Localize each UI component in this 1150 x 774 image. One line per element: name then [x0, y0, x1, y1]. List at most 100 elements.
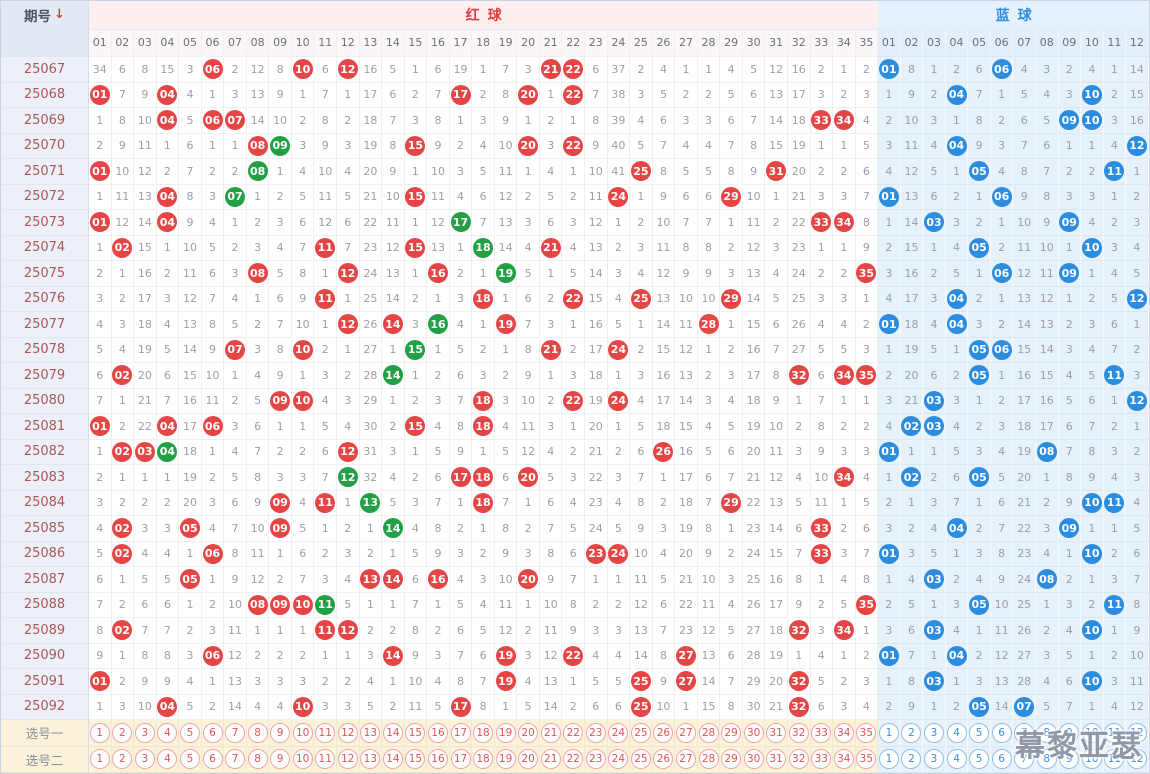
selection-ball-red[interactable]: 2	[112, 722, 133, 743]
selection-ball-red[interactable]: 6	[202, 722, 223, 743]
selection-ball-red[interactable]: 33	[811, 749, 832, 770]
selection-ball-red[interactable]: 15	[405, 749, 426, 770]
selection-ball-red[interactable]: 18	[473, 722, 494, 743]
selection-ball-red[interactable]: 8	[247, 722, 268, 743]
selection-ball-red[interactable]: 23	[585, 722, 606, 743]
selection-ball-red[interactable]: 35	[856, 722, 877, 743]
selection-ball-blue[interactable]: 1	[878, 749, 899, 770]
selection-ball-red[interactable]: 32	[788, 749, 809, 770]
selection-ball-blue[interactable]: 6	[991, 722, 1012, 743]
period-column-header[interactable]: 期号 ↓	[1, 1, 89, 30]
selection-ball-red[interactable]: 11	[315, 749, 336, 770]
selection-ball-red[interactable]: 5	[179, 722, 200, 743]
selection-ball-red[interactable]: 7	[225, 722, 246, 743]
selection-ball-red[interactable]: 7	[225, 749, 246, 770]
selection-ball-red[interactable]: 17	[450, 722, 471, 743]
selection-ball-red[interactable]: 14	[382, 749, 403, 770]
selection-ball-red[interactable]: 28	[698, 722, 719, 743]
selection-ball-blue[interactable]: 1	[878, 722, 899, 743]
selection-ball-red[interactable]: 17	[450, 749, 471, 770]
selection-ball-red[interactable]: 26	[653, 722, 674, 743]
selection-ball-red[interactable]: 31	[766, 722, 787, 743]
miss-count: 3	[817, 88, 825, 102]
selection-ball-blue[interactable]: 5	[969, 749, 990, 770]
selection-ball-red[interactable]: 15	[405, 722, 426, 743]
selection-ball-blue[interactable]: 9	[1059, 749, 1080, 770]
selection-ball-red[interactable]: 12	[337, 749, 358, 770]
selection-ball-blue[interactable]: 9	[1059, 722, 1080, 743]
selection-ball-blue[interactable]: 12	[1126, 749, 1147, 770]
selection-cell: 9	[269, 746, 292, 773]
selection-ball-blue[interactable]: 2	[901, 722, 922, 743]
selection-ball-red[interactable]: 21	[540, 722, 561, 743]
selection-ball-red[interactable]: 34	[833, 722, 854, 743]
selection-ball-blue[interactable]: 11	[1104, 749, 1125, 770]
selection-ball-red[interactable]: 19	[495, 722, 516, 743]
trend-cell: 23	[675, 618, 698, 644]
selection-ball-blue[interactable]: 6	[991, 749, 1012, 770]
selection-ball-red[interactable]: 24	[608, 722, 629, 743]
selection-ball-red[interactable]: 30	[743, 749, 764, 770]
selection-ball-blue[interactable]: 10	[1081, 722, 1102, 743]
selection-ball-blue[interactable]: 12	[1126, 722, 1147, 743]
selection-ball-red[interactable]: 3	[134, 722, 155, 743]
selection-ball-red[interactable]: 16	[427, 749, 448, 770]
selection-ball-red[interactable]: 31	[766, 749, 787, 770]
selection-ball-red[interactable]: 20	[518, 749, 539, 770]
selection-ball-blue[interactable]: 11	[1104, 722, 1125, 743]
selection-ball-red[interactable]: 4	[157, 722, 178, 743]
trend-cell: 1	[878, 210, 901, 236]
selection-ball-red[interactable]: 33	[811, 722, 832, 743]
selection-ball-blue[interactable]: 5	[969, 722, 990, 743]
selection-ball-red[interactable]: 25	[630, 722, 651, 743]
selection-ball-blue[interactable]: 8	[1036, 722, 1057, 743]
selection-ball-red[interactable]: 12	[337, 722, 358, 743]
selection-ball-red[interactable]: 1	[89, 722, 110, 743]
selection-ball-red[interactable]: 30	[743, 722, 764, 743]
selection-ball-red[interactable]: 26	[653, 749, 674, 770]
selection-ball-red[interactable]: 18	[473, 749, 494, 770]
selection-ball-red[interactable]: 3	[134, 749, 155, 770]
selection-ball-red[interactable]: 22	[563, 722, 584, 743]
selection-ball-red[interactable]: 13	[360, 722, 381, 743]
selection-ball-red[interactable]: 25	[630, 749, 651, 770]
selection-ball-red[interactable]: 19	[495, 749, 516, 770]
selection-ball-red[interactable]: 1	[89, 749, 110, 770]
selection-ball-red[interactable]: 34	[833, 749, 854, 770]
selection-ball-red[interactable]: 9	[270, 722, 291, 743]
selection-ball-blue[interactable]: 3	[924, 722, 944, 743]
selection-ball-blue[interactable]: 8	[1036, 749, 1057, 770]
selection-ball-blue[interactable]: 7	[1014, 722, 1035, 743]
selection-ball-red[interactable]: 22	[563, 749, 584, 770]
selection-ball-red[interactable]: 8	[247, 749, 268, 770]
selection-ball-red[interactable]: 35	[856, 749, 877, 770]
selection-ball-red[interactable]: 10	[292, 749, 313, 770]
selection-ball-red[interactable]: 9	[270, 749, 291, 770]
selection-ball-red[interactable]: 21	[540, 749, 561, 770]
selection-ball-red[interactable]: 27	[675, 749, 696, 770]
trend-cell: 12	[742, 235, 766, 261]
selection-ball-red[interactable]: 20	[518, 722, 539, 743]
selection-ball-red[interactable]: 13	[360, 749, 381, 770]
selection-ball-red[interactable]: 29	[721, 749, 742, 770]
selection-ball-red[interactable]: 5	[179, 749, 200, 770]
selection-ball-red[interactable]: 14	[382, 722, 403, 743]
selection-ball-red[interactable]: 16	[427, 722, 448, 743]
selection-ball-red[interactable]: 28	[698, 749, 719, 770]
selection-ball-blue[interactable]: 4	[946, 749, 967, 770]
selection-ball-red[interactable]: 6	[202, 749, 223, 770]
selection-ball-red[interactable]: 27	[675, 722, 696, 743]
selection-ball-blue[interactable]: 3	[924, 749, 944, 770]
selection-ball-red[interactable]: 23	[585, 749, 606, 770]
selection-ball-red[interactable]: 10	[292, 722, 313, 743]
selection-ball-blue[interactable]: 10	[1081, 749, 1102, 770]
selection-ball-red[interactable]: 29	[721, 722, 742, 743]
selection-ball-blue[interactable]: 7	[1014, 749, 1035, 770]
selection-ball-red[interactable]: 11	[315, 722, 336, 743]
selection-ball-red[interactable]: 24	[608, 749, 629, 770]
selection-ball-blue[interactable]: 4	[946, 722, 967, 743]
selection-ball-red[interactable]: 32	[788, 722, 809, 743]
selection-ball-blue[interactable]: 2	[901, 749, 922, 770]
selection-ball-red[interactable]: 4	[157, 749, 178, 770]
selection-ball-red[interactable]: 2	[112, 749, 133, 770]
